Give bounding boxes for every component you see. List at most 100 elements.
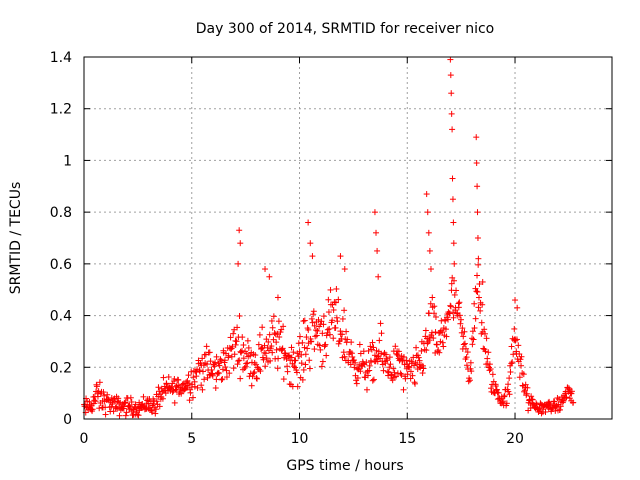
data-point bbox=[426, 247, 433, 254]
data-point bbox=[326, 325, 333, 332]
data-point bbox=[120, 405, 127, 412]
data-point bbox=[123, 409, 130, 416]
data-point bbox=[93, 383, 100, 390]
data-point bbox=[422, 327, 429, 334]
data-point bbox=[230, 365, 237, 372]
data-point bbox=[155, 384, 162, 391]
data-point bbox=[335, 296, 342, 303]
data-point bbox=[373, 229, 380, 236]
data-point bbox=[191, 383, 198, 390]
data-point bbox=[339, 331, 346, 338]
data-point bbox=[318, 318, 325, 325]
data-point bbox=[445, 316, 452, 323]
data-point bbox=[288, 354, 295, 361]
data-point bbox=[324, 326, 331, 333]
data-point bbox=[475, 294, 482, 301]
data-point bbox=[379, 361, 386, 368]
data-point bbox=[392, 343, 399, 350]
data-point bbox=[448, 90, 455, 97]
data-point bbox=[309, 253, 316, 260]
data-point bbox=[290, 349, 297, 356]
data-point bbox=[472, 315, 479, 322]
data-point bbox=[426, 310, 433, 317]
data-point bbox=[263, 355, 270, 362]
data-point bbox=[459, 325, 466, 332]
data-point bbox=[332, 299, 339, 306]
data-point bbox=[512, 337, 519, 344]
data-point bbox=[150, 400, 157, 407]
data-point bbox=[477, 307, 484, 314]
data-point bbox=[333, 314, 340, 321]
data-point bbox=[431, 310, 438, 317]
data-point bbox=[492, 382, 499, 389]
data-point bbox=[311, 346, 318, 353]
data-point bbox=[134, 411, 141, 418]
data-point bbox=[240, 355, 247, 362]
data-point bbox=[436, 349, 443, 356]
data-point bbox=[254, 375, 261, 382]
data-point bbox=[133, 408, 140, 415]
data-point bbox=[449, 175, 456, 182]
data-point bbox=[460, 341, 467, 348]
data-point bbox=[274, 365, 281, 372]
data-point bbox=[306, 357, 313, 364]
data-point bbox=[371, 209, 378, 216]
data-point bbox=[251, 369, 258, 376]
data-point bbox=[190, 374, 197, 381]
data-point bbox=[501, 392, 508, 399]
data-point bbox=[501, 393, 508, 400]
data-point bbox=[528, 393, 535, 400]
data-point bbox=[439, 339, 446, 346]
data-point bbox=[474, 183, 481, 190]
data-point bbox=[471, 300, 478, 307]
data-point bbox=[353, 380, 360, 387]
data-point bbox=[487, 366, 494, 373]
data-point bbox=[386, 354, 393, 361]
data-point bbox=[387, 361, 394, 368]
x-tick-label: 10 bbox=[291, 431, 309, 447]
data-point bbox=[404, 371, 411, 378]
data-point bbox=[276, 333, 283, 340]
data-point bbox=[451, 291, 458, 298]
grid bbox=[84, 57, 612, 419]
data-point bbox=[228, 353, 235, 360]
data-point bbox=[115, 395, 122, 402]
data-point bbox=[349, 353, 356, 360]
y-tick-label: 0 bbox=[63, 412, 72, 428]
data-point bbox=[267, 357, 274, 364]
data-point bbox=[447, 72, 454, 79]
data-point bbox=[395, 348, 402, 355]
data-point bbox=[91, 397, 98, 404]
data-point bbox=[456, 312, 463, 319]
data-point bbox=[369, 377, 376, 384]
data-point bbox=[556, 406, 563, 413]
data-point bbox=[284, 368, 291, 375]
data-point bbox=[152, 410, 159, 417]
data-point bbox=[305, 326, 312, 333]
data-point bbox=[256, 331, 263, 338]
data-point bbox=[149, 409, 156, 416]
data-point bbox=[274, 294, 281, 301]
data-point bbox=[416, 357, 423, 364]
data-point bbox=[305, 219, 312, 226]
data-point bbox=[235, 357, 242, 364]
data-point bbox=[563, 394, 570, 401]
data-point bbox=[429, 294, 436, 301]
data-point bbox=[471, 325, 478, 332]
data-point bbox=[235, 260, 242, 267]
data-point bbox=[279, 345, 286, 352]
data-point bbox=[237, 375, 244, 382]
data-point bbox=[406, 364, 413, 371]
data-point bbox=[475, 255, 482, 262]
data-point bbox=[223, 367, 230, 374]
data-point bbox=[341, 307, 348, 314]
data-point bbox=[106, 404, 113, 411]
data-point bbox=[348, 339, 355, 346]
data-point bbox=[301, 317, 308, 324]
data-point bbox=[505, 388, 512, 395]
data-point bbox=[351, 364, 358, 371]
data-point bbox=[250, 370, 257, 377]
data-point bbox=[288, 344, 295, 351]
data-point bbox=[127, 394, 134, 401]
